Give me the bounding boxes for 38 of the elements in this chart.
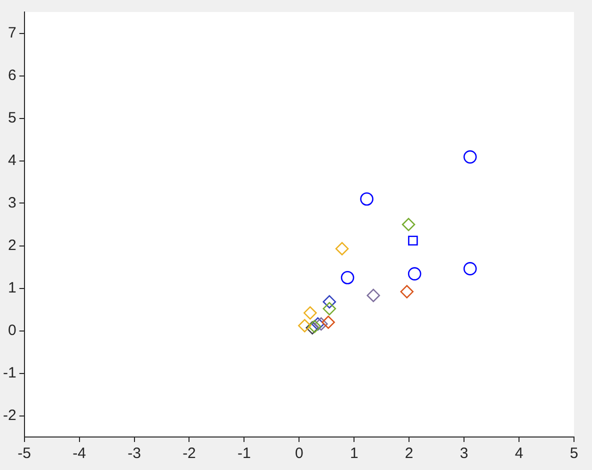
point bbox=[408, 267, 422, 280]
y-tick-label: -2 bbox=[2, 406, 16, 424]
point bbox=[322, 316, 335, 329]
y-tick-label: 5 bbox=[8, 109, 16, 126]
y-tick-label: 2 bbox=[8, 236, 16, 254]
y-tick-label: 3 bbox=[8, 194, 16, 212]
x-tick-label: 5 bbox=[570, 445, 578, 462]
x-tick-label: 2 bbox=[404, 445, 414, 462]
x-tick-label: -1 bbox=[238, 445, 251, 462]
x-tick-label: 3 bbox=[460, 445, 468, 462]
point bbox=[314, 317, 328, 331]
x-tick-label: -3 bbox=[128, 445, 141, 462]
point bbox=[463, 262, 477, 276]
y-tick-label: 7 bbox=[8, 24, 16, 42]
point bbox=[322, 302, 336, 316]
point bbox=[335, 242, 349, 256]
y-tick-label: -1 bbox=[2, 364, 16, 382]
point bbox=[360, 192, 374, 206]
x-tick-label: -2 bbox=[182, 445, 196, 462]
y-tick-label: 1 bbox=[8, 279, 16, 296]
point bbox=[408, 236, 418, 246]
x-tick-label: -5 bbox=[18, 445, 32, 462]
point bbox=[304, 306, 317, 320]
x-tick-label: 1 bbox=[350, 445, 358, 462]
point bbox=[463, 150, 477, 164]
x-tick-label: -4 bbox=[72, 445, 86, 462]
x-tick-label: 0 bbox=[294, 445, 304, 462]
point bbox=[311, 317, 325, 331]
point bbox=[400, 285, 414, 298]
point bbox=[402, 218, 416, 232]
y-tick-label: 6 bbox=[8, 66, 16, 84]
point bbox=[298, 319, 312, 332]
point bbox=[322, 295, 336, 308]
y-tick-label: 4 bbox=[8, 152, 16, 169]
point bbox=[366, 288, 380, 302]
point bbox=[340, 270, 354, 284]
y-tick-label: 0 bbox=[8, 322, 16, 339]
x-tick-label: 4 bbox=[514, 445, 524, 462]
